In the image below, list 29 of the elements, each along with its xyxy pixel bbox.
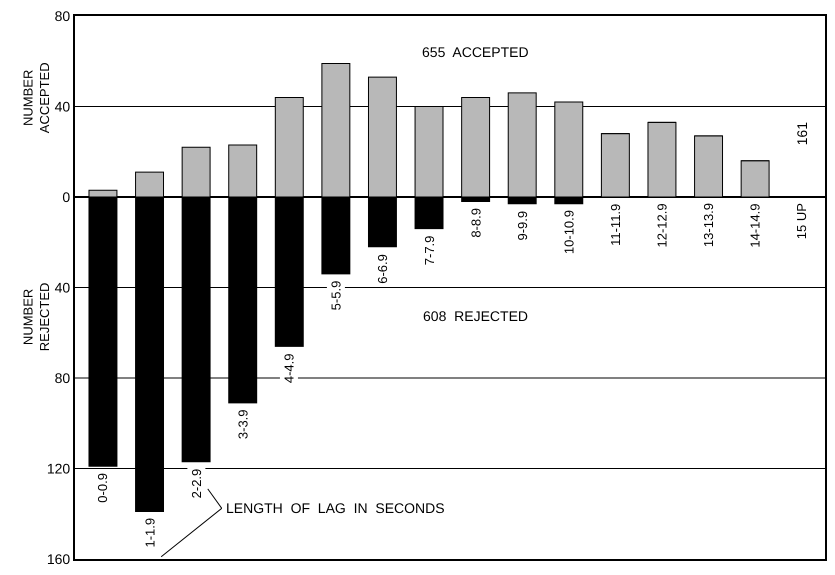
x-tick-label: 2-2.9: [188, 468, 204, 498]
x-tick-label: 3-3.9: [235, 409, 250, 440]
x-tick-label: 14-14.9: [748, 204, 763, 248]
x-tick-label: 12-12.9: [654, 203, 670, 248]
x-tick-label: 0-0.9: [95, 473, 110, 503]
x-tick-label: 11-11.9: [608, 204, 623, 246]
x-tick-label: 1-1.9: [142, 518, 158, 548]
y-tick-label: 40: [54, 279, 70, 296]
annotation: LENGTH OF LAG IN SECONDS: [226, 500, 445, 516]
y-tick-label: 40: [54, 98, 70, 114]
y-tick-label: 80: [54, 370, 70, 386]
x-tick-label: 13-13.9: [701, 202, 716, 248]
y-tick-label: 80: [54, 8, 70, 24]
x-tick-label: 6-6.9: [375, 254, 390, 284]
y-tick-label: 120: [46, 460, 70, 476]
y-axis-title: NUMBER ACCEPTED: [20, 62, 52, 134]
text: 161: [794, 122, 810, 146]
x-tick-label: 7-7.9: [422, 236, 437, 266]
annotation: 608 REJECTED: [423, 308, 528, 324]
annotation: 655 ACCEPTED: [422, 44, 529, 60]
x-tick-label: 9-9.9: [514, 210, 530, 241]
y-tick-label: 160: [46, 550, 70, 567]
y-tick-label: 0: [62, 188, 70, 205]
x-tick-label: 10-10.9: [561, 210, 576, 254]
x-tick-label: 8-8.9: [468, 208, 484, 238]
x-tick-label: 15 UP: [794, 203, 810, 240]
x-tick-label: 4-4.9: [281, 354, 296, 384]
text: NUMBER REJECTED: [20, 282, 52, 352]
x-tick-label: 5-5.9: [328, 280, 344, 310]
